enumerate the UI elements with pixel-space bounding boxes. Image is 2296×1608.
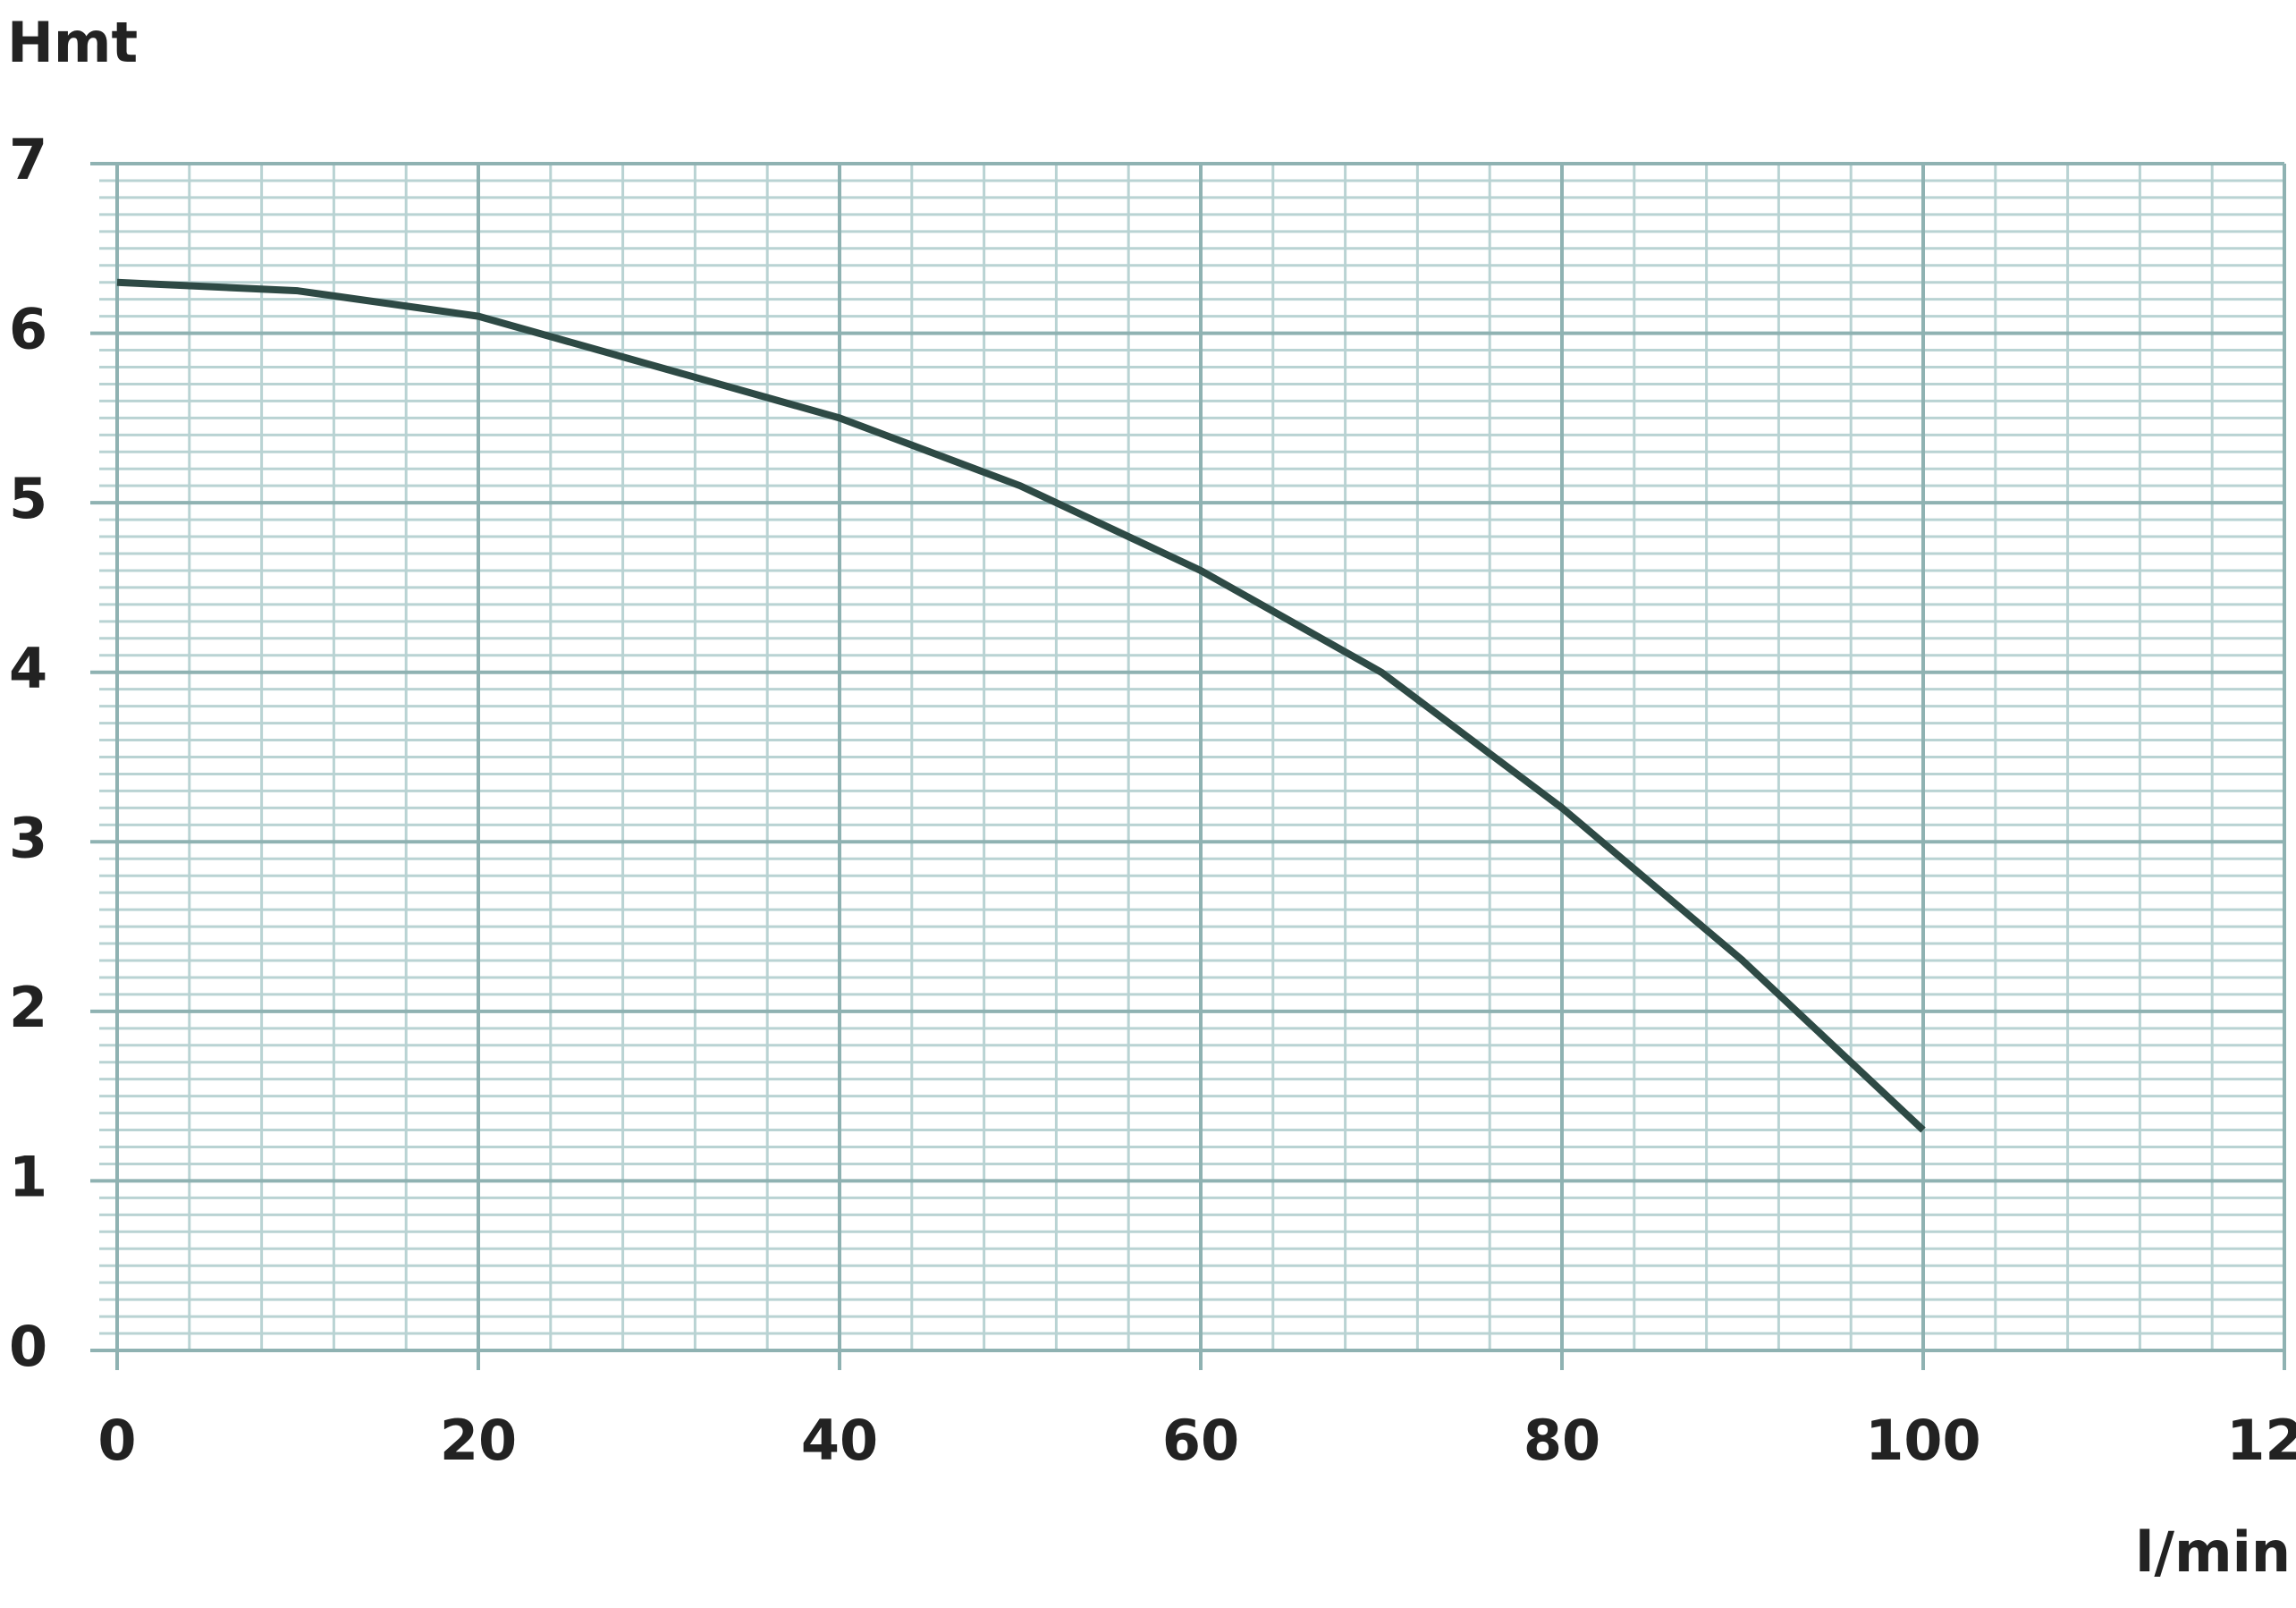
y-axis-label: Hmt bbox=[7, 10, 138, 75]
y-tick-label: 4 bbox=[9, 636, 47, 701]
x-tick-label: 80 bbox=[1524, 1408, 1600, 1473]
x-tick-label: 20 bbox=[440, 1408, 517, 1473]
x-tick-label: 60 bbox=[1162, 1408, 1239, 1473]
x-tick-label: 100 bbox=[1865, 1408, 1980, 1473]
x-tick-label: 120 bbox=[2226, 1408, 2296, 1473]
y-tick-label: 0 bbox=[9, 1314, 47, 1379]
data-line bbox=[116, 278, 1926, 1133]
x-tick-label: 40 bbox=[801, 1408, 878, 1473]
y-tick-label: 3 bbox=[9, 805, 47, 870]
y-tick-label: 2 bbox=[9, 975, 47, 1040]
y-tick-label: 7 bbox=[9, 127, 47, 192]
y-tick-label: 1 bbox=[9, 1145, 47, 1210]
x-axis-label: l/min bbox=[2135, 1519, 2291, 1585]
y-tick-label: 6 bbox=[9, 297, 47, 362]
x-tick-label: 0 bbox=[97, 1408, 136, 1473]
y-tick-label: 5 bbox=[9, 466, 47, 531]
